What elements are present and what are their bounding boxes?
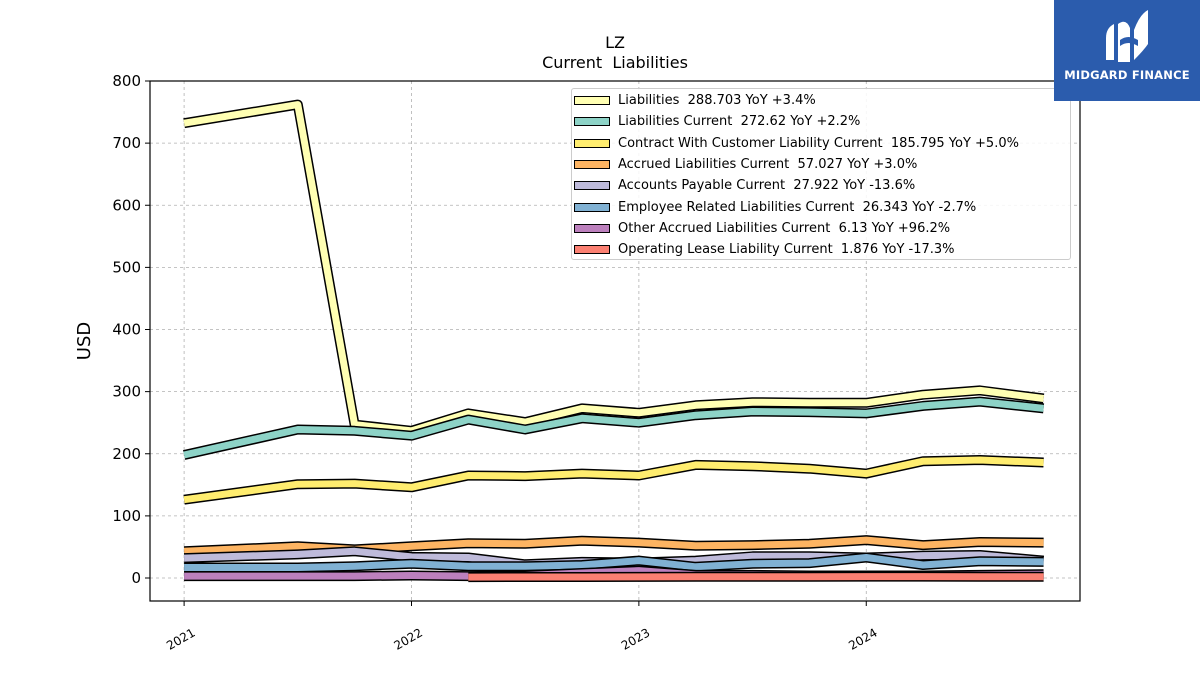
- brand-logo: MIDGARD FINANCE: [1054, 0, 1200, 101]
- chart-legend: Liabilities 288.703 YoY +3.4% Liabilities…: [571, 88, 1071, 260]
- legend-label: Liabilities 288.703 YoY +3.4%: [618, 93, 816, 108]
- series-line: [468, 573, 1044, 581]
- y-tick-label: 200: [112, 445, 141, 463]
- legend-label: Operating Lease Liability Current 1.876 …: [618, 242, 955, 258]
- legend-label: Contract With Customer Liability Current…: [618, 135, 1019, 151]
- series-contract-with-customer-liability-current: [183, 455, 1044, 505]
- series-line: [184, 554, 1044, 571]
- midgard-logo-icon: [1106, 10, 1148, 62]
- series-lines: [183, 99, 1045, 583]
- brand-name: MIDGARD FINANCE: [1064, 68, 1190, 82]
- x-tick-label: 2024: [846, 625, 879, 652]
- legend-item: Liabilities 288.703 YoY +3.4%: [572, 90, 816, 111]
- legend-item: Employee Related Liabilities Current 26.…: [572, 197, 976, 218]
- legend-swatch: [574, 181, 610, 191]
- legend-item: Accrued Liabilities Current 57.027 YoY +…: [572, 154, 917, 175]
- y-tick-label: 800: [112, 72, 141, 90]
- series-operating-lease-liability-current: [468, 571, 1044, 583]
- legend-swatch: [574, 159, 610, 169]
- y-tick-label: 0: [131, 569, 141, 587]
- y-tick-label: 300: [112, 383, 141, 401]
- legend-label: Other Accrued Liabilities Current 6.13 Y…: [618, 220, 951, 236]
- series-line: [183, 101, 1045, 435]
- legend-label: Liabilities Current 272.62 YoY +2.2%: [618, 114, 861, 130]
- legend-swatch: [574, 138, 610, 148]
- y-tick-label: 700: [112, 134, 141, 152]
- y-tick-label: 400: [112, 321, 141, 339]
- legend-label: Accounts Payable Current 27.922 YoY -13.…: [618, 178, 916, 194]
- legend-item: Contract With Customer Liability Current…: [572, 133, 1019, 154]
- series-liabilities: [183, 99, 1045, 436]
- x-tick-label: 2022: [392, 625, 425, 652]
- chart-title: LZ: [605, 33, 625, 52]
- y-tick-label: 600: [112, 196, 141, 214]
- legend-item: Accounts Payable Current 27.922 YoY -13.…: [572, 175, 915, 196]
- axis-ticks: 0 100 200 300 400 500 600 700 800 2021 2022 2023 202…: [112, 72, 879, 653]
- y-tick-label: 500: [112, 258, 141, 276]
- x-tick-label: 2023: [619, 625, 652, 652]
- series-line: [183, 456, 1044, 504]
- x-tick-label: 2021: [164, 625, 197, 652]
- legend-item: Liabilities Current 272.62 YoY +2.2%: [572, 111, 860, 132]
- plot-frame: [149, 80, 1081, 602]
- legend-swatch: [574, 96, 610, 105]
- legend-item: Other Accrued Liabilities Current 6.13 Y…: [572, 218, 950, 239]
- legend-swatch: [574, 117, 610, 127]
- legend-item: Operating Lease Liability Current 1.876 …: [572, 239, 955, 260]
- legend-label: Accrued Liabilities Current 57.027 YoY +…: [618, 156, 918, 172]
- legend-swatch: [574, 223, 610, 233]
- series-line: [183, 398, 1044, 459]
- y-tick-label: 100: [112, 507, 141, 525]
- chart-subtitle: Current Liabilities: [542, 53, 688, 72]
- legend-swatch: [574, 245, 610, 255]
- series-employee-related-liabilities-current: [184, 552, 1044, 573]
- y-axis-label: USD: [74, 322, 95, 360]
- legend-swatch: [574, 202, 610, 212]
- series-liabilities-current: [183, 396, 1045, 460]
- legend-label: Employee Related Liabilities Current 26.…: [618, 199, 977, 215]
